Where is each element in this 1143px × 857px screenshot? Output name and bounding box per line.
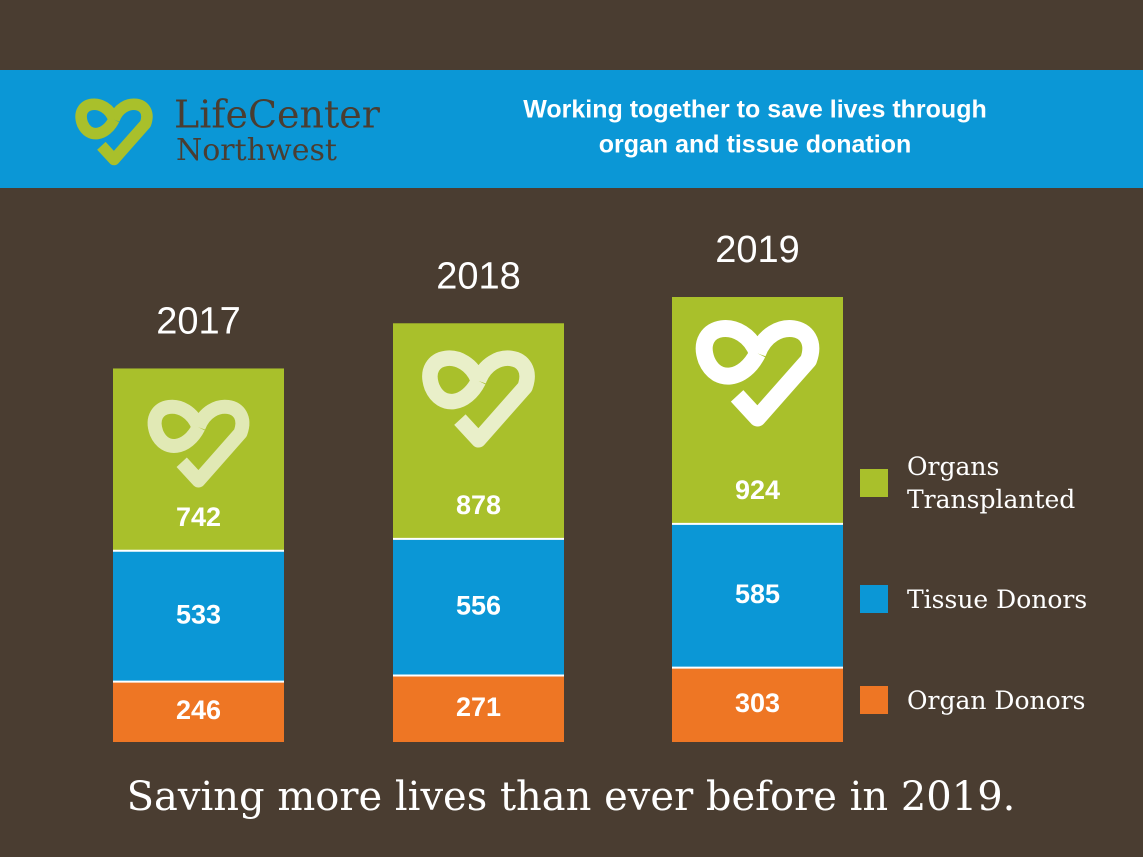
value-label: 556 xyxy=(456,590,501,620)
legend-item: Tissue Donors xyxy=(860,566,1117,632)
bar-segment xyxy=(393,538,564,676)
logo-line1: LifeCenter xyxy=(174,93,381,137)
bar-segment xyxy=(113,368,284,551)
header-band xyxy=(0,70,1143,188)
legend-swatch xyxy=(860,469,888,497)
legend-swatch xyxy=(860,686,888,714)
logo-line2: Northwest xyxy=(176,133,337,168)
bar-segment xyxy=(113,550,284,682)
tagline: Working together to save lives through xyxy=(523,96,987,124)
tagline: organ and tissue donation xyxy=(599,131,912,159)
value-label: 246 xyxy=(176,695,221,725)
value-label: 533 xyxy=(176,599,221,629)
footer-text: Saving more lives than ever before in 20… xyxy=(127,774,1016,820)
heart-shape xyxy=(422,350,535,448)
heart-icon xyxy=(695,320,820,427)
bar-segment xyxy=(393,675,564,742)
legend-item: Organs Transplanted xyxy=(860,450,1087,516)
year-label: 2017 xyxy=(156,300,241,342)
legend-label: Organs Transplanted xyxy=(907,452,1076,514)
heart-icon xyxy=(147,399,250,488)
legend-item: Organ Donors xyxy=(860,667,1117,733)
value-label: 585 xyxy=(735,579,780,609)
bar-segment xyxy=(672,523,843,668)
legend-swatch xyxy=(860,585,888,613)
value-label: 924 xyxy=(735,475,780,505)
heart-icon xyxy=(422,350,535,448)
value-label: 878 xyxy=(456,490,501,520)
value-label: 742 xyxy=(176,502,221,532)
value-label: 303 xyxy=(735,688,780,718)
legend: Organ Donors Tissue Donors Organs Transpla… xyxy=(860,0,1143,857)
legend-label: Tissue Donors xyxy=(907,584,1088,614)
legend-label: Organ Donors xyxy=(907,685,1086,715)
heart-shape xyxy=(147,399,250,488)
year-label: 2019 xyxy=(715,229,800,271)
value-label: 271 xyxy=(456,692,501,722)
heart-shape xyxy=(695,320,820,427)
year-label: 2018 xyxy=(436,255,521,297)
logo-icon xyxy=(75,98,153,166)
bar-segment xyxy=(113,681,284,742)
bar-segment xyxy=(672,667,843,742)
